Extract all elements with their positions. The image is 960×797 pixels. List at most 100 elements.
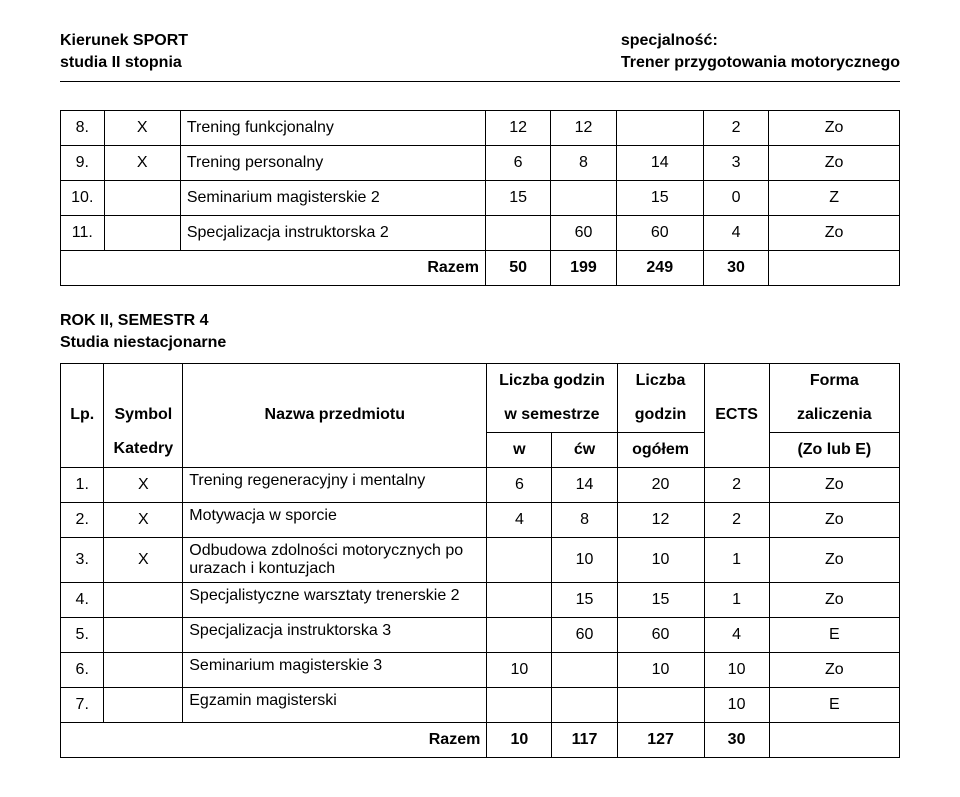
cell-cw: [552, 687, 617, 722]
cell-sum-og: 127: [617, 722, 704, 757]
table-row: 4. Specjalistyczne warsztaty trenerskie 2…: [61, 582, 900, 617]
head-zolube: (Zo lub E): [769, 432, 899, 467]
cell-sum-og: 249: [616, 250, 703, 285]
cell-sum-w: 50: [485, 250, 550, 285]
cell-name: Motywacja w sporcie: [183, 502, 487, 537]
cell-symbol: [104, 180, 180, 215]
head-lp: Lp.: [61, 398, 104, 433]
cell-symbol: X: [104, 145, 180, 180]
table-row: 9.XTrening personalny68143Zo: [61, 145, 900, 180]
table-row: 5.Specjalizacja instruktorska 360604E: [61, 617, 900, 652]
cell-symbol: X: [104, 110, 180, 145]
head-symbol: Symbol: [104, 398, 183, 433]
head-ects: [704, 432, 769, 467]
head-symbol: [104, 363, 183, 398]
cell-name: Specjalizacja instruktorska 2: [180, 215, 485, 250]
cell-cw: [551, 180, 616, 215]
cell-ects: 2: [703, 110, 768, 145]
head-lp: [61, 432, 104, 467]
cell-ogolem: 15: [617, 582, 704, 617]
cell-name: Odbudowa zdolności motorycznych po uraza…: [183, 537, 487, 582]
cell-ogolem: 15: [616, 180, 703, 215]
cell-ects: 3: [703, 145, 768, 180]
head-zaliczenia: zaliczenia: [769, 398, 899, 433]
cell-symbol: [104, 687, 183, 722]
cell-name: Specjalistyczne warsztaty trenerskie 2: [183, 582, 487, 617]
cell-ogolem: [617, 687, 704, 722]
table-sum-row: Razem5019924930: [61, 250, 900, 285]
cell-lp: 6.: [61, 652, 104, 687]
cell-w: [487, 687, 552, 722]
table-2: Liczba godzinLiczbaFormaLp.SymbolNazwa p…: [60, 363, 900, 758]
head-cw: ćw: [552, 432, 617, 467]
cell-cw: 14: [552, 467, 617, 502]
cell-symbol: [104, 617, 183, 652]
cell-cw: 10: [552, 537, 617, 582]
table-head-row: Lp.SymbolNazwa przedmiotuw semestrzegodz…: [61, 398, 900, 433]
head-name: [183, 363, 487, 398]
cell-lp: 8.: [61, 110, 105, 145]
cell-lp: 4.: [61, 582, 104, 617]
cell-w: [487, 537, 552, 582]
cell-sum-w: 10: [487, 722, 552, 757]
cell-lp: 9.: [61, 145, 105, 180]
cell-cw: 60: [551, 215, 616, 250]
cell-forma: Zo: [769, 145, 900, 180]
cell-ects: 1: [704, 582, 769, 617]
head-name: Nazwa przedmiotu: [183, 398, 487, 433]
header-right: specjalność: Trener przygotowania motory…: [621, 30, 900, 75]
cell-w: [487, 617, 552, 652]
cell-ects: 2: [704, 467, 769, 502]
cell-forma: Zo: [769, 110, 900, 145]
table-head-row: Katedry wćwogółem (Zo lub E): [61, 432, 900, 467]
head-ects: [704, 363, 769, 398]
cell-name: Seminarium magisterskie 3: [183, 652, 487, 687]
table-row: 6.Seminarium magisterskie 3101010Zo: [61, 652, 900, 687]
cell-symbol: X: [104, 537, 183, 582]
cell-lp: 5.: [61, 617, 104, 652]
head-ects: ECTS: [704, 398, 769, 433]
cell-cw: 8: [551, 145, 616, 180]
cell-name: Trening regeneracyjny i mentalny: [183, 467, 487, 502]
cell-ogolem: [616, 110, 703, 145]
cell-ects: 4: [704, 617, 769, 652]
cell-w: [485, 215, 550, 250]
head-ogolem: ogółem: [617, 432, 704, 467]
cell-forma: Zo: [769, 537, 899, 582]
page: Kierunek SPORT studia II stopnia specjal…: [0, 0, 960, 797]
cell-lp: 11.: [61, 215, 105, 250]
cell-sum-form: [769, 722, 899, 757]
table-head-row: Liczba godzinLiczbaForma: [61, 363, 900, 398]
head-katedry: Katedry: [104, 432, 183, 467]
table-sum-row: Razem1011712730: [61, 722, 900, 757]
cell-symbol: [104, 652, 183, 687]
table-row: 8.XTrening funkcjonalny12122Zo: [61, 110, 900, 145]
cell-cw: 15: [552, 582, 617, 617]
cell-w: 4: [487, 502, 552, 537]
head-w: w: [487, 432, 552, 467]
head-liczba-godzin: Liczba godzin: [487, 363, 617, 398]
header-rule: [60, 81, 900, 82]
cell-name: Egzamin magisterski: [183, 687, 487, 722]
cell-sum-label: Razem: [61, 250, 486, 285]
cell-sum-label: Razem: [61, 722, 487, 757]
cell-ects: 4: [703, 215, 768, 250]
cell-symbol: X: [104, 467, 183, 502]
cell-lp: 2.: [61, 502, 104, 537]
header-left: Kierunek SPORT studia II stopnia: [60, 30, 188, 75]
cell-w: 15: [485, 180, 550, 215]
cell-name: Trening personalny: [180, 145, 485, 180]
cell-sum-cw: 117: [552, 722, 617, 757]
cell-ects: 0: [703, 180, 768, 215]
section-2-line1: ROK II, SEMESTR 4: [60, 310, 900, 332]
cell-forma: Zo: [769, 467, 899, 502]
head-name: [183, 432, 487, 467]
cell-ects: 2: [704, 502, 769, 537]
cell-ogolem: 14: [616, 145, 703, 180]
cell-sum-ects: 30: [703, 250, 768, 285]
cell-name: Seminarium magisterskie 2: [180, 180, 485, 215]
cell-lp: 10.: [61, 180, 105, 215]
cell-ogolem: 20: [617, 467, 704, 502]
cell-sum-ects: 30: [704, 722, 769, 757]
cell-forma: Zo: [769, 582, 899, 617]
